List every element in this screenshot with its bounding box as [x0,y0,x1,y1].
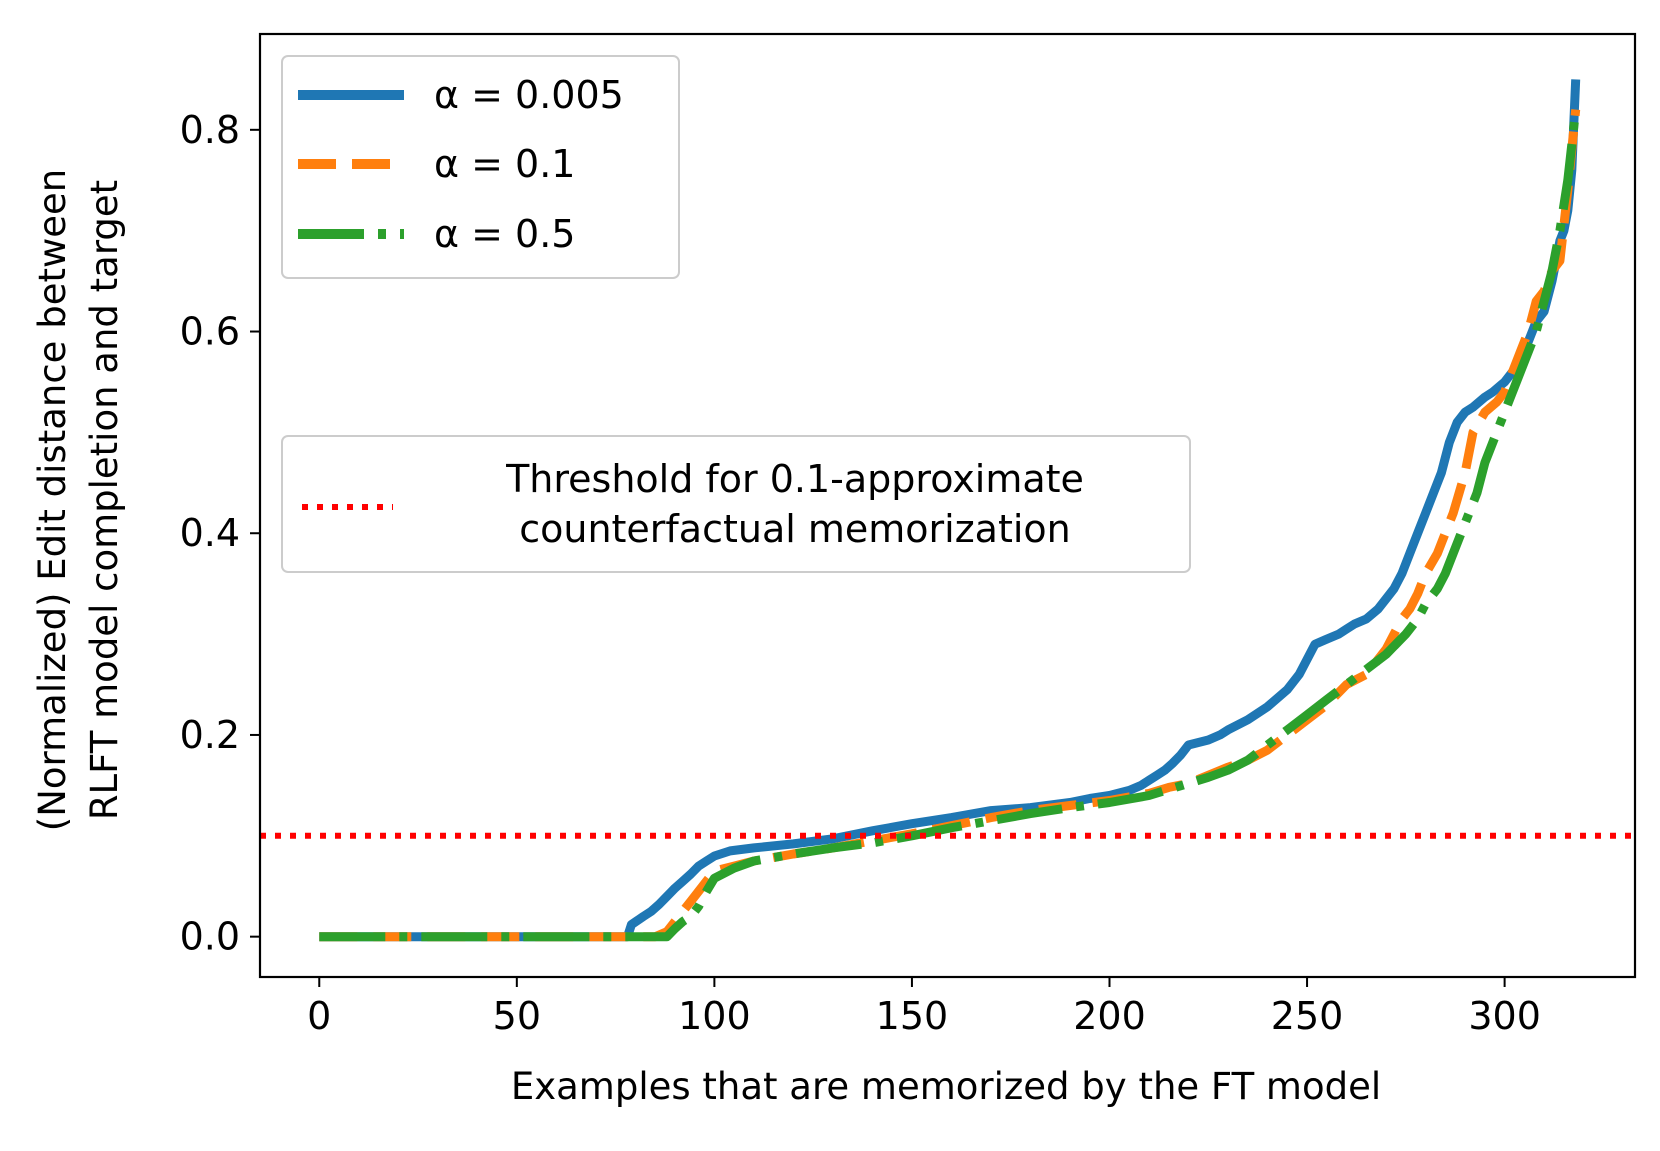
series-line-2 [319,109,1581,942]
legend-alpha: α = 0.005 α = 0.1 α = 0.5 [281,55,680,279]
x-tick-label: 150 [876,994,949,1038]
series-layer [260,79,1635,942]
legend-label-threshold-line1: Threshold for 0.1-approximate [505,457,1084,501]
legend-label-alpha-01: α = 0.1 [434,142,575,186]
x-tick-label: 200 [1073,994,1146,1038]
y-tick-label: 0.8 [180,108,240,152]
legend-label-threshold-line2: counterfactual memorization [519,507,1071,551]
series-line-1 [319,109,1581,942]
y-axis-title-line1: (Normalized) Edit distance between [31,169,74,831]
legend-alpha-box [281,55,680,279]
plot-frame [258,32,1637,979]
legend-label-alpha-05: α = 0.5 [434,212,575,256]
y-tick-label: 0.6 [180,310,240,354]
legend-label-alpha-0005: α = 0.005 [434,73,624,117]
x-tick-label: 50 [493,994,541,1038]
y-tick-label: 0.4 [180,511,240,555]
x-axis-title: Examples that are memorized by the FT mo… [511,1065,1381,1108]
x-tick-label: 250 [1271,994,1344,1038]
legend-threshold-box [281,435,1191,573]
y-axis-title-line2: RLFT model completion and target [83,180,126,820]
x-tick-label: 300 [1468,994,1541,1038]
x-tick-label: 0 [307,994,331,1038]
y-tick-label: 0.2 [180,713,240,757]
ticks-layer: 0 50 100 150 200 250 300 0.0 0.2 0.4 0.6 0.8 [180,108,1541,1038]
y-tick-label: 0.0 [180,915,240,959]
legend-threshold: Threshold for 0.1-approximate counterfac… [281,435,1191,573]
x-tick-label: 100 [678,994,751,1038]
